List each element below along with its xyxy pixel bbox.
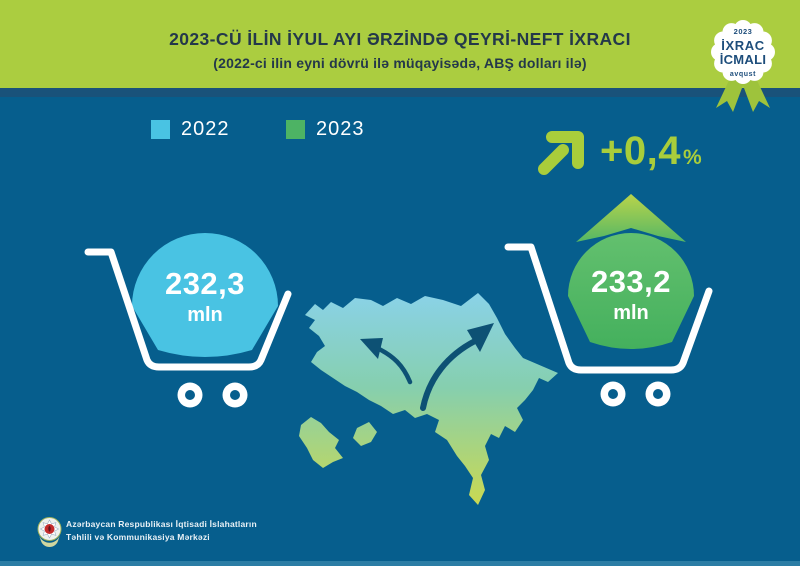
org-name-line1: Azərbaycan Respublikası İqtisadi İslahat… <box>66 519 257 529</box>
org-emblem <box>36 515 63 549</box>
header-separator <box>0 88 800 97</box>
legend-swatch-2022 <box>151 120 170 139</box>
azerbaijan-map <box>293 290 565 508</box>
report-badge: 2023 İXRAC İCMALI avqust <box>700 16 786 116</box>
page-subtitle: (2022-ci ilin eyni dövrü ilə müqayisədə,… <box>213 55 587 71</box>
arrow-up-right-icon <box>538 131 584 175</box>
legend-item-2022: 2022 <box>151 118 230 141</box>
cart-2023-value: 233,2 <box>590 264 672 299</box>
cart-2022-value: 232,3 <box>164 266 246 301</box>
growth-value: +0,4 <box>600 128 681 173</box>
badge-title-line2: İCMALI <box>719 52 767 67</box>
growth-unit: % <box>682 145 703 169</box>
legend-label-2022: 2022 <box>181 118 230 140</box>
export-arrows-icon <box>360 323 494 411</box>
legend-item-2023: 2023 <box>286 118 365 141</box>
badge-month: avqust <box>729 71 757 78</box>
header-band <box>0 0 800 88</box>
org-name-line2: Təhlili və Kommunikasiya Mərkəzi <box>66 532 210 542</box>
growth-value-wrap: +0,4 % <box>600 129 702 174</box>
cart-2022: 232,3 mln <box>78 222 308 417</box>
org-name: Azərbaycan Respublikası İqtisadi İslahat… <box>66 518 257 544</box>
azerbaijan-map-icon <box>299 293 558 505</box>
badge-title-line1: İXRAC <box>721 38 765 53</box>
shopping-cart-2023-icon <box>504 194 713 407</box>
shopping-cart-2022-icon <box>84 233 292 408</box>
page-title: 2023-CÜ İLİN İYUL AYI ƏRZİNDƏ QEYRİ-NEFT… <box>169 29 631 49</box>
growth-indicator: +0,4 % <box>536 127 702 175</box>
cart-2022-unit: mln <box>187 304 223 326</box>
bottom-strip <box>0 561 800 566</box>
badge-year: 2023 <box>733 27 753 36</box>
legend-swatch-2023 <box>286 120 305 139</box>
coat-of-arms-icon <box>37 517 62 548</box>
legend-label-2023: 2023 <box>316 118 365 140</box>
rosette-seal-icon <box>711 20 775 112</box>
cart-2023: 233,2 mln <box>500 190 755 418</box>
cart-2023-unit: mln <box>613 302 649 324</box>
